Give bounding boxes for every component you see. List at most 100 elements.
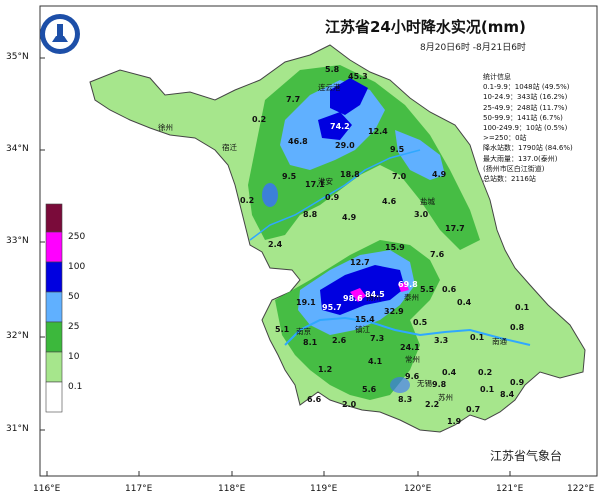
rain-value: 45.3 xyxy=(348,72,368,81)
rain-value: 0.2 xyxy=(478,368,493,377)
rain-zone-50-b xyxy=(318,112,352,140)
map-subtitle: 8月20日6时 -8月21日6时 xyxy=(420,43,526,53)
rain-zone-100-b xyxy=(398,282,409,292)
stats-line: 总站数：2116站 xyxy=(483,175,536,184)
rain-value: 18.8 xyxy=(340,170,360,179)
rain-value: 4.6 xyxy=(382,197,397,206)
y-label-31: 31°N xyxy=(6,424,29,434)
rain-value: 24.1 xyxy=(400,343,420,352)
yangtze-river xyxy=(284,316,531,346)
legend-label-10: 10 xyxy=(68,352,80,362)
rain-value: 74.2 xyxy=(330,122,350,131)
city-suzhou: 苏州 xyxy=(438,393,453,402)
x-label-120: 120°E xyxy=(404,484,432,494)
taihu-lake xyxy=(390,377,410,393)
rain-value: 95.7 xyxy=(322,303,342,312)
rain-value: 0.4 xyxy=(442,368,457,377)
rain-value: 4.9 xyxy=(432,170,447,179)
rain-value: 4.1 xyxy=(368,357,383,366)
rain-value: 5.1 xyxy=(275,325,290,334)
rain-zone-50 xyxy=(330,78,368,115)
rain-value: 19.1 xyxy=(296,298,316,307)
x-label-119: 119°E xyxy=(310,484,338,494)
y-label-32: 32°N xyxy=(6,331,29,341)
city-nanjing: 南京 xyxy=(296,327,311,336)
rain-value: 7.7 xyxy=(286,95,301,104)
city-wuxi: 无锡 xyxy=(417,379,432,388)
rain-value: 0.9 xyxy=(510,378,525,387)
rain-value: 0.9 xyxy=(325,193,340,202)
rain-value: 46.8 xyxy=(288,137,308,146)
rain-value: 9.8 xyxy=(432,380,447,389)
rain-value: 32.9 xyxy=(384,307,404,316)
statistics-panel: 统计信息 0.1-9.9：1048站 (49.5%) 10-24.9：343站 … xyxy=(483,72,598,184)
lake xyxy=(262,183,278,207)
city-taizhou: 泰州 xyxy=(404,293,419,302)
rain-value: 9.5 xyxy=(390,145,405,154)
rain-value: 0.7 xyxy=(466,405,481,414)
stats-line: 统计信息 xyxy=(483,73,511,81)
city-changzhou: 常州 xyxy=(405,355,420,364)
stats-line: 10-24.9：343站 (16.2%) xyxy=(483,93,568,102)
city-lianyungang: 连云港 xyxy=(318,83,341,92)
stats-line: 100-249.9：10站 (0.5%) xyxy=(483,124,568,133)
rain-value: 2.0 xyxy=(342,400,357,409)
map-title: 江苏省24小时降水实况(mm) xyxy=(325,18,526,36)
rain-zone-50-c xyxy=(320,265,405,315)
stats-line: 降水站数：1790站 (84.6%) xyxy=(483,144,573,153)
rain-value: 0.1 xyxy=(480,385,495,394)
stats-line: >=250：0站 xyxy=(483,134,527,143)
rain-value: 9.5 xyxy=(282,172,297,181)
stats-line: 50-99.9：141站 (6.7%) xyxy=(483,113,563,122)
rain-value: 12.7 xyxy=(350,258,370,267)
rain-value: 1.2 xyxy=(318,365,333,374)
rain-zone-100 xyxy=(350,288,366,302)
rain-value: 2.4 xyxy=(268,240,283,249)
legend-label-50: 50 xyxy=(68,292,80,302)
stats-line: 最大雨量：137.0(泰州) xyxy=(483,154,558,163)
rain-value: 98.6 xyxy=(343,294,363,303)
rain-value: 0.4 xyxy=(457,298,472,307)
x-label-118: 118°E xyxy=(218,484,246,494)
rain-value: 69.8 xyxy=(398,280,418,289)
rain-value: 8.4 xyxy=(500,390,515,399)
rain-value: 1.9 xyxy=(447,417,462,426)
rain-value: 0.2 xyxy=(240,196,255,205)
x-label-116: 116°E xyxy=(33,484,61,494)
rain-zone-25-b xyxy=(395,130,445,180)
rain-value: 2.6 xyxy=(332,336,347,345)
y-label-35: 35°N xyxy=(6,52,29,62)
x-label-121: 121°E xyxy=(496,484,524,494)
city-xuzhou: 徐州 xyxy=(158,123,173,132)
rain-value: 5.8 xyxy=(325,65,340,74)
rain-value: 0.1 xyxy=(515,303,530,312)
rain-value: 2.2 xyxy=(425,400,440,409)
city-nantong: 南通 xyxy=(492,337,507,346)
rain-value: 3.3 xyxy=(434,336,449,345)
rain-value: 0.6 xyxy=(442,285,457,294)
rain-value: 7.0 xyxy=(392,172,407,181)
rain-value: 29.0 xyxy=(335,141,355,150)
x-label-117: 117°E xyxy=(125,484,153,494)
city-yancheng: 盐城 xyxy=(420,197,435,206)
legend-label-0-1: 0.1 xyxy=(68,382,83,392)
rain-value: 12.4 xyxy=(368,127,388,136)
y-label-33: 33°N xyxy=(6,236,29,246)
rain-value: 7.3 xyxy=(370,334,385,343)
rain-value: 6.6 xyxy=(307,395,322,404)
rain-value: 15.9 xyxy=(385,243,405,252)
city-huaian: 淮安 xyxy=(318,177,333,186)
rain-value: 8.3 xyxy=(398,395,413,404)
legend-label-250: 250 xyxy=(68,232,86,242)
y-label-34: 34°N xyxy=(6,144,29,154)
legend-colorbar xyxy=(45,203,63,413)
rain-value: 84.5 xyxy=(365,290,385,299)
rain-value: 9.6 xyxy=(405,372,420,381)
agency-name: 江苏省气象台 xyxy=(490,449,563,463)
rain-value: 5.5 xyxy=(420,285,435,294)
rain-value: 0.8 xyxy=(510,323,525,332)
rain-value: 5.6 xyxy=(362,385,377,394)
rain-value: 8.1 xyxy=(303,338,318,347)
